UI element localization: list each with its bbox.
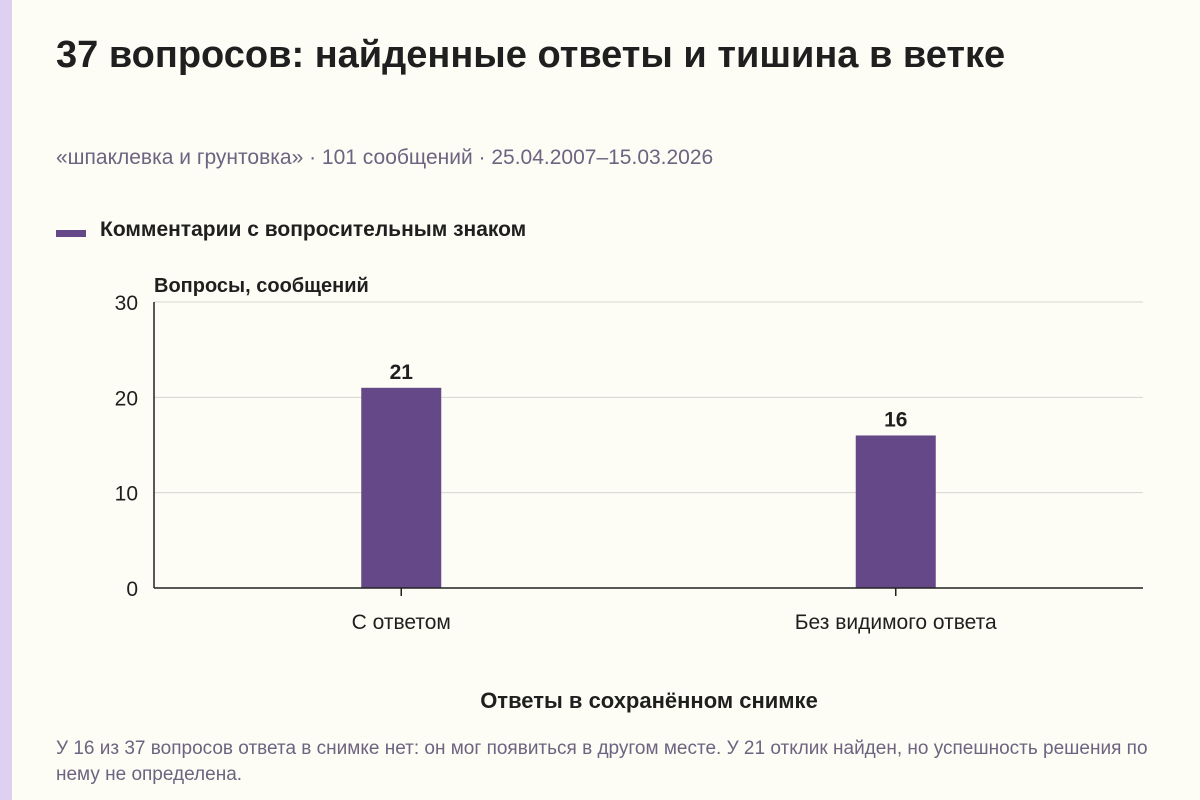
bar-layer [361,387,936,588]
data-label: 16 [884,408,907,431]
x-tick-label: С ответом [352,611,451,634]
y-axis-label: Вопросы, сообщений [154,275,369,297]
chart-title: 37 вопросов: найденные ответы и тишина в… [56,34,1006,76]
x-tick-label: Без видимого ответа [795,611,997,634]
legend-swatch [56,229,86,237]
y-tick-label: 20 [115,387,138,410]
bar [361,387,442,588]
accent-strip [0,0,12,800]
y-tick-label: 0 [126,578,138,601]
grid-layer [154,301,1143,494]
y-tick-label: 30 [115,292,138,315]
bar [855,435,936,588]
axis-layer [153,302,1143,596]
y-tick-label: 10 [115,483,138,506]
x-axis-label: Ответы в сохранённом снимке [480,688,818,713]
chart-note: У 16 из 37 вопросов ответа в снимке нет:… [56,738,1148,785]
bar-chart: 0 10 20 30 Вопросы, сообщений 21 С ответом 16 Бе… [115,275,1143,713]
label-layer: 0 10 20 30 Вопросы, сообщений 21 С ответом 16 Бе… [115,275,997,713]
legend: Комментарии с вопросительным знаком [56,218,526,242]
data-label: 21 [390,361,414,384]
chart-subtitle: «шпаклевка и грунтовка» · 101 сообщений … [56,146,714,169]
legend-label: Комментарии с вопросительным знаком [100,218,527,241]
